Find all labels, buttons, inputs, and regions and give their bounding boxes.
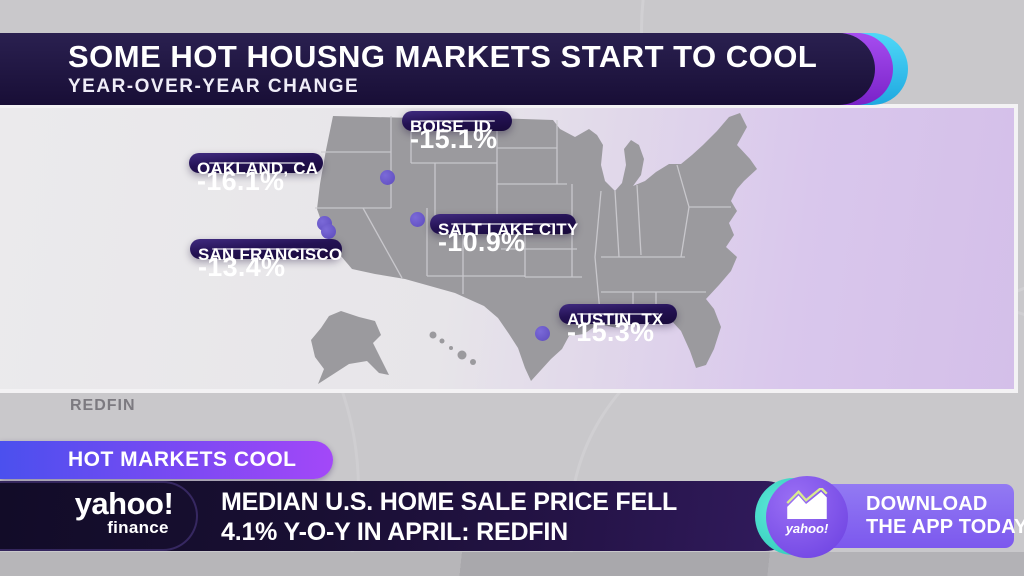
- city-name: SAN FRANCISCO: [198, 245, 343, 264]
- marker-dot-sanfrancisco: [321, 224, 336, 239]
- city-change: -16.1%: [197, 166, 285, 196]
- header-bar: SOME HOT HOUSNG MARKETS START TO COOL YE…: [0, 33, 875, 105]
- us-map: [311, 113, 757, 384]
- city-change: -10.9%: [438, 227, 526, 257]
- ticker-headline: MEDIAN U.S. HOME SALE PRICE FELL 4.1% Y-…: [221, 487, 677, 547]
- marker-dot-austin: [535, 326, 550, 341]
- label-divider: [208, 162, 304, 164]
- city-label-austin: AUSTIN, TX -15.3%: [559, 304, 677, 347]
- source-attribution: REDFIN: [70, 397, 136, 414]
- chart-line-icon: [786, 488, 828, 520]
- headline-line1: MEDIAN U.S. HOME SALE PRICE FELL: [221, 488, 678, 516]
- marker-dot-boise: [380, 170, 395, 185]
- finance-wordmark: finance: [107, 518, 169, 537]
- yahoo-finance-logo: yahoo! finance: [58, 488, 190, 537]
- badge-yahoo-wordmark: yahoo!: [785, 521, 829, 536]
- city-change: -15.3%: [567, 317, 655, 347]
- label-divider: [419, 120, 495, 122]
- yahoo-app-badge: yahoo!: [766, 476, 848, 558]
- city-name: SALT LAKE CITY: [438, 220, 579, 239]
- label-divider: [577, 313, 659, 315]
- city-change: -13.4%: [198, 252, 286, 282]
- label-divider: [211, 248, 321, 250]
- city-label-boise: BOISE, ID -15.1%: [402, 111, 512, 154]
- city-name: BOISE, ID: [410, 117, 492, 136]
- city-name: AUSTIN, TX: [567, 310, 664, 329]
- page-subtitle: YEAR-OVER-YEAR CHANGE: [68, 76, 360, 97]
- marker-dot-saltlakecity: [410, 212, 425, 227]
- bottom-strip: [0, 552, 1024, 576]
- city-name: OAKLAND, CA: [197, 159, 319, 178]
- city-label-oakland: OAKLAND, CA -16.1%: [189, 153, 323, 196]
- headline-line2: 4.1% Y-O-Y IN APRIL: REDFIN: [221, 518, 568, 546]
- cta-line1: DOWNLOAD: [866, 493, 988, 515]
- page-title: SOME HOT HOUSNG MARKETS START TO COOL: [68, 39, 818, 74]
- cta-line2: THE APP TODAY: [866, 516, 1024, 538]
- brand-divider-arc: [0, 481, 198, 551]
- city-change: -15.1%: [410, 124, 498, 154]
- city-label-saltlakecity: SALT LAKE CITY -10.9%: [430, 214, 578, 257]
- yahoo-wordmark: yahoo!: [74, 486, 174, 521]
- download-app-label: DOWNLOAD THE APP TODAY: [866, 493, 1024, 539]
- city-label-sanfrancisco: SAN FRANCISCO -13.4%: [190, 239, 342, 282]
- label-divider: [451, 223, 555, 225]
- topic-banner: HOT MARKETS COOL OFF: [0, 441, 333, 509]
- ticker-bar: [0, 481, 800, 551]
